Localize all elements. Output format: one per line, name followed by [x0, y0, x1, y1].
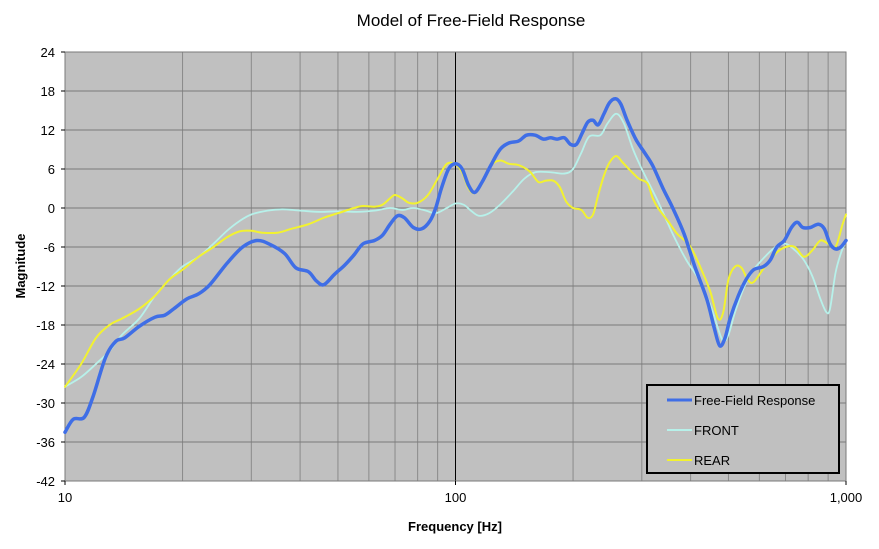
series-layer [63, 97, 848, 434]
x-tick-label: 100 [445, 490, 467, 505]
y-tick-label: 18 [41, 84, 55, 99]
legend-label-rear: REAR [694, 453, 730, 468]
y-axis-label: Magnitude [13, 234, 28, 299]
chart-title: Model of Free-Field Response [357, 11, 586, 30]
legend-label-front: FRONT [694, 423, 739, 438]
y-tick-label: 24 [41, 45, 55, 60]
y-tick-label: 0 [48, 201, 55, 216]
legend: Free-Field Response FRONT REAR [646, 384, 840, 474]
series-line-free-field-response [63, 97, 848, 434]
series-line-front [64, 112, 847, 388]
legend-label-free-field: Free-Field Response [694, 393, 815, 408]
y-tick-label: -6 [43, 240, 55, 255]
x-tick-label: 1,000 [830, 490, 863, 505]
y-tick-label: -24 [36, 357, 55, 372]
x-tick-label: 10 [58, 490, 72, 505]
y-tick-label: -36 [36, 435, 55, 450]
y-tick-label: -18 [36, 318, 55, 333]
y-tick-label: -30 [36, 396, 55, 411]
y-tick-label: 12 [41, 123, 55, 138]
y-tick-label: -42 [36, 474, 55, 489]
x-axis-label: Frequency [Hz] [408, 519, 502, 534]
series-line-rear [64, 155, 847, 388]
y-tick-label: -12 [36, 279, 55, 294]
y-tick-label: 6 [48, 162, 55, 177]
